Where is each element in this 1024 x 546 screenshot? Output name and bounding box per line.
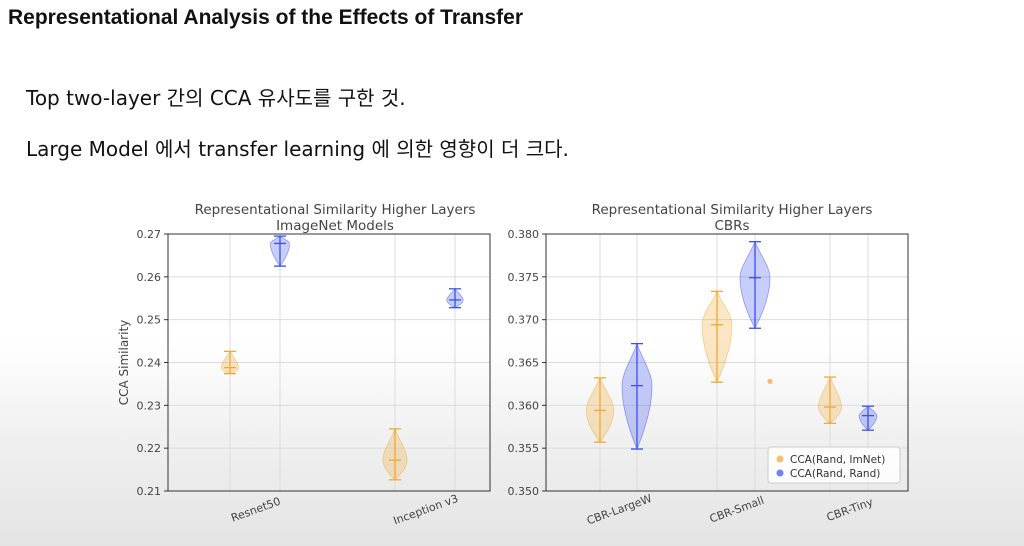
bullet-point-2: Large Model 에서 transfer learning 에 의한 영향… <box>26 137 569 161</box>
y-tick-label: 0.380 <box>508 228 540 241</box>
legend-marker-cca-rand-imnet <box>776 455 784 463</box>
violin-cca-rand-rand-cbr-small <box>739 240 771 330</box>
y-axis-label: CCA Similarity <box>117 320 131 406</box>
violin-cca-rand-rand-inception-v3 <box>446 288 464 309</box>
legend-label-cca-rand-rand: CCA(Rand, Rand) <box>790 468 880 480</box>
violin-cca-rand-imnet-inception-v3 <box>382 427 408 481</box>
y-tick-label: 0.355 <box>508 442 540 455</box>
legend-label-cca-rand-imnet: CCA(Rand, ImNet) <box>790 454 885 466</box>
violin-cca-rand-imnet-cbr-tiny <box>818 375 842 424</box>
y-tick-label: 0.375 <box>508 271 540 284</box>
y-tick-label: 0.21 <box>137 485 162 498</box>
y-tick-label: 0.26 <box>137 271 162 284</box>
x-tick-label-resnet50: Resnet50 <box>229 495 282 525</box>
violin-cca-rand-rand-resnet50 <box>270 235 290 267</box>
chart-panel-2: 0.350 0.355 0.360 0.365 0.370 0.375 0.380 Repre… <box>508 202 909 527</box>
chart-title: Representational Similarity Higher Layer… <box>592 202 873 218</box>
chart-panel-1: 0.21 0.22 0.23 0.24 0.25 0.26 0.27 Representati… <box>117 202 491 528</box>
y-tick-label: 0.22 <box>137 442 162 455</box>
y-tick-label: 0.360 <box>508 399 540 412</box>
violin-cca-rand-imnet-cbr-largew <box>585 376 615 443</box>
chart-subtitle: ImageNet Models <box>276 218 394 234</box>
legend: CCA(Rand, ImNet) CCA(Rand, Rand) <box>767 446 901 484</box>
x-tick-label-cbr-largew: CBR-LargeW <box>585 492 654 528</box>
chart-title: Representational Similarity Higher Layer… <box>195 202 476 218</box>
y-tick-label: 0.25 <box>137 314 162 327</box>
y-tick-label: 0.350 <box>508 485 540 498</box>
slide-title: Representational Analysis of the Effects… <box>8 6 524 29</box>
y-tick-label: 0.27 <box>137 228 162 241</box>
violin-cca-rand-imnet-resnet50 <box>220 350 240 375</box>
x-tick-label-cbr-tiny: CBR-Tiny <box>825 495 875 524</box>
legend-box <box>767 446 901 484</box>
y-tick-label: 0.23 <box>137 399 162 412</box>
chart-subtitle: CBRs <box>714 218 749 234</box>
y-tick-label: 0.370 <box>508 314 540 327</box>
y-tick-label: 0.365 <box>508 357 540 370</box>
x-tick-label-inception-v3: Inception v3 <box>392 492 460 528</box>
violin-cca-rand-rand-cbr-largew <box>621 342 653 451</box>
violin-cca-rand-rand-cbr-tiny <box>858 405 878 431</box>
violin-charts: 0.21 0.22 0.23 0.24 0.25 0.26 0.27 Representati… <box>117 202 909 528</box>
legend-marker-cca-rand-rand <box>776 469 784 477</box>
outlier-point <box>767 378 773 384</box>
x-tick-label-cbr-small: CBR-Small <box>708 494 766 526</box>
y-tick-label: 0.24 <box>137 357 162 370</box>
violin-cca-rand-imnet-cbr-small <box>701 290 733 384</box>
bullet-point-1: Top two-layer 간의 CCA 유사도를 구한 것. <box>26 86 406 110</box>
